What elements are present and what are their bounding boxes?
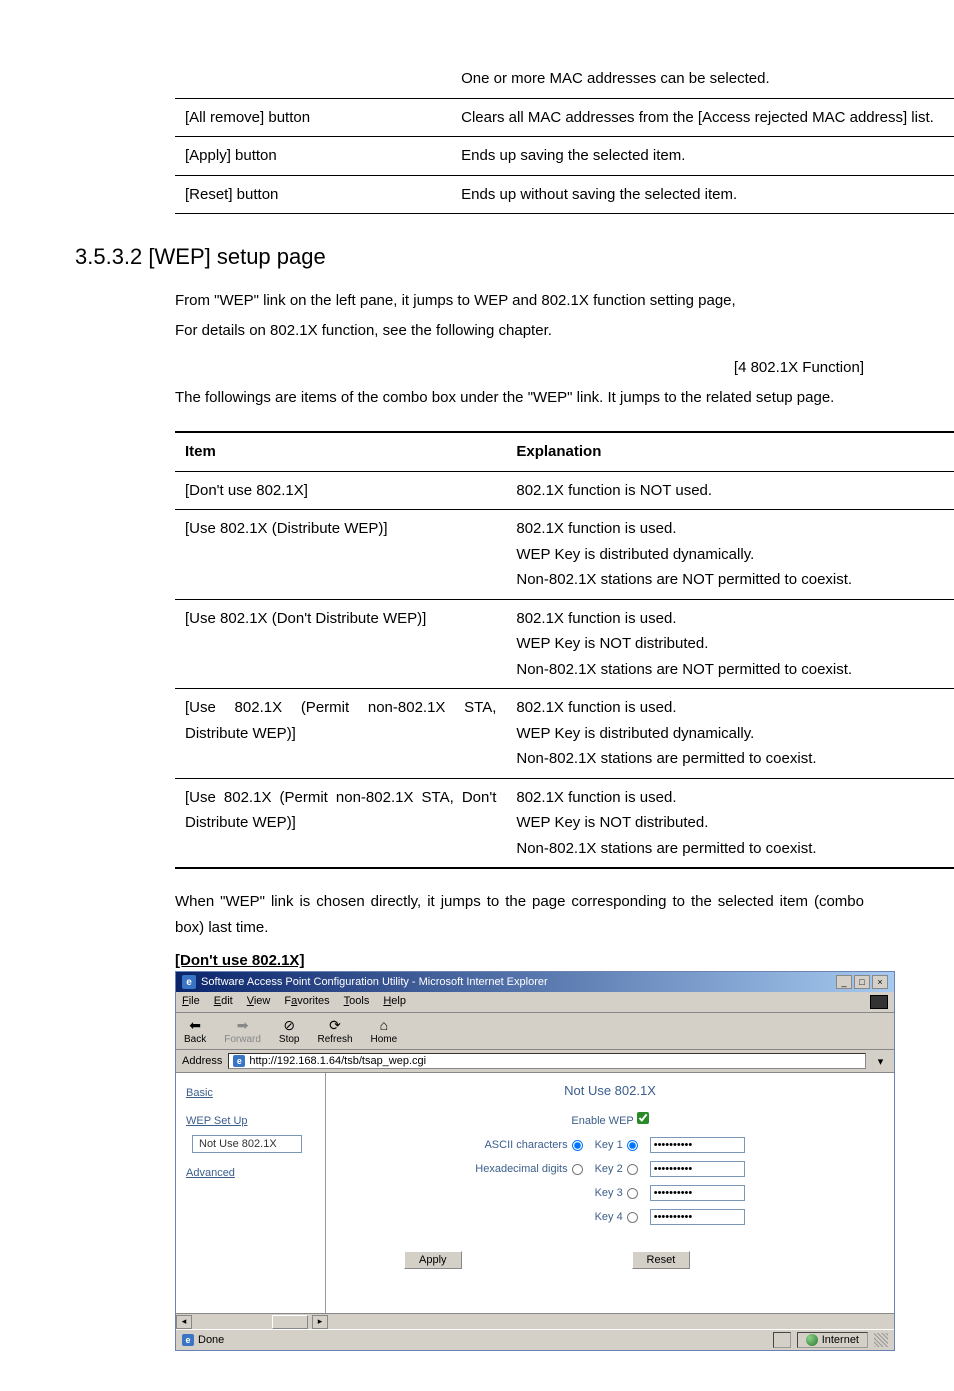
ie-title-text: Software Access Point Configuration Util… (201, 976, 548, 988)
ie-menubar: File Edit View Favorites Tools Help (176, 992, 894, 1013)
main-title: Not Use 802.1X (356, 1083, 864, 1098)
back-arrow-icon: ⬅ (185, 1017, 205, 1033)
enable-wep-checkbox[interactable] (637, 1112, 649, 1124)
key2-radio[interactable] (627, 1164, 638, 1175)
key1-field[interactable] (650, 1137, 745, 1153)
scroll-left-icon[interactable]: ◂ (176, 1315, 192, 1329)
toptable-r3c0: [Reset] button (175, 175, 451, 214)
ie-main: Not Use 802.1X Enable WEP ASCII characte… (326, 1073, 894, 1313)
toptable-r1c0: [All remove] button (175, 98, 451, 137)
status-zone-box: Internet (797, 1332, 868, 1348)
ie-addressbar: Address e http://192.168.1.64/tsb/tsap_w… (176, 1050, 894, 1073)
forward-arrow-icon: ➡ (233, 1017, 253, 1033)
home-button[interactable]: ⌂Home (371, 1017, 398, 1045)
key3-label: Key 3 (595, 1187, 623, 1199)
address-dropdown-icon[interactable]: ▾ (872, 1055, 888, 1068)
reset-button[interactable]: Reset (632, 1251, 691, 1269)
status-done-text: Done (198, 1334, 224, 1346)
scroll-right-icon[interactable]: ▸ (312, 1315, 328, 1329)
ie-icon: e (182, 975, 196, 989)
ie-sidebar: Basic WEP Set Up Not Use 802.1X Advanced (176, 1073, 326, 1313)
address-text: http://192.168.1.64/tsb/tsap_wep.cgi (249, 1055, 426, 1067)
back-button[interactable]: ⬅Back (184, 1017, 206, 1045)
top-table: One or more MAC addresses can be selecte… (175, 60, 954, 214)
enable-wep-label: Enable WEP (571, 1115, 633, 1127)
tbl2-r0c1: 802.1X function is NOT used. (506, 471, 954, 510)
tbl2-r4c1: 802.1X function is used. WEP Key is NOT … (506, 778, 954, 868)
menu-favorites[interactable]: Favorites (284, 995, 329, 1009)
key1-radio[interactable] (627, 1140, 638, 1151)
ie-toolbar: ⬅Back ➡Forward ⊘Stop ⟳Refresh ⌂Home (176, 1013, 894, 1050)
key2-label: Key 2 (595, 1163, 623, 1175)
menu-tools[interactable]: Tools (344, 995, 370, 1009)
ie-titlebar: e Software Access Point Configuration Ut… (176, 972, 894, 992)
stop-icon: ⊘ (279, 1017, 299, 1033)
combo-table: Item Explanation [Don't use 802.1X] 802.… (175, 431, 954, 869)
forward-button[interactable]: ➡Forward (224, 1017, 261, 1045)
hex-label: Hexadecimal digits (475, 1163, 567, 1175)
reference-link: [4 802.1X Function] (175, 355, 864, 381)
intro-3: The followings are items of the combo bo… (175, 385, 864, 411)
key1-label: Key 1 (595, 1139, 623, 1151)
tbl2-r3c0: [Use 802.1X (Permit non-802.1X STA, Dist… (175, 689, 506, 779)
ie-statusbar: e Done Internet (176, 1329, 894, 1350)
refresh-button[interactable]: ⟳Refresh (318, 1017, 353, 1045)
toptable-r0c1: One or more MAC addresses can be selecte… (451, 60, 954, 98)
tbl2-r3c1: 802.1X function is used. WEP Key is dist… (506, 689, 954, 779)
resize-grip-icon[interactable] (874, 1333, 888, 1347)
key4-field[interactable] (650, 1209, 745, 1225)
menu-help[interactable]: Help (383, 995, 406, 1009)
hex-radio[interactable] (572, 1164, 583, 1175)
home-icon: ⌂ (374, 1017, 394, 1033)
tbl2-r4c0: [Use 802.1X (Permit non-802.1X STA, Don'… (175, 778, 506, 868)
key3-radio[interactable] (627, 1188, 638, 1199)
toptable-r3c1: Ends up without saving the selected item… (451, 175, 954, 214)
tbl2-head-exp: Explanation (506, 432, 954, 471)
address-input[interactable]: e http://192.168.1.64/tsb/tsap_wep.cgi (228, 1053, 866, 1069)
maximize-button[interactable]: □ (854, 975, 870, 989)
key4-label: Key 4 (595, 1211, 623, 1223)
menu-file[interactable]: File (182, 995, 200, 1009)
status-page-icon: e (182, 1334, 194, 1346)
sidebar-basic-link[interactable]: Basic (186, 1087, 315, 1099)
menu-edit[interactable]: Edit (214, 995, 233, 1009)
section-heading: 3.5.3.2 [WEP] setup page (75, 244, 864, 270)
toptable-r2c0: [Apply] button (175, 137, 451, 176)
stop-button[interactable]: ⊘Stop (279, 1017, 300, 1045)
sidebar-advanced-link[interactable]: Advanced (186, 1167, 315, 1179)
scroll-thumb[interactable] (272, 1315, 308, 1329)
apply-button[interactable]: Apply (404, 1251, 462, 1269)
minimize-button[interactable]: _ (836, 975, 852, 989)
ie-throbber-icon (870, 995, 888, 1009)
tbl2-r1c0: [Use 802.1X (Distribute WEP)] (175, 510, 506, 600)
menu-view[interactable]: View (247, 995, 271, 1009)
intro-1: From "WEP" link on the left pane, it jum… (175, 288, 864, 314)
tbl2-r1c1: 802.1X function is used. WEP Key is dist… (506, 510, 954, 600)
key4-radio[interactable] (627, 1212, 638, 1223)
ascii-radio[interactable] (572, 1140, 583, 1151)
tbl2-r2c0: [Use 802.1X (Don't Distribute WEP)] (175, 599, 506, 689)
refresh-icon: ⟳ (325, 1017, 345, 1033)
ascii-label: ASCII characters (484, 1139, 567, 1151)
toptable-r1c1: Clears all MAC addresses from the [Acces… (451, 98, 954, 137)
key3-field[interactable] (650, 1185, 745, 1201)
subsection-heading: [Don't use 802.1X] (175, 952, 864, 969)
toptable-r0c0 (175, 60, 451, 98)
key2-field[interactable] (650, 1161, 745, 1177)
tbl2-r0c0: [Don't use 802.1X] (175, 471, 506, 510)
sidebar-wep-combo[interactable]: Not Use 802.1X (192, 1135, 302, 1153)
toptable-r2c1: Ends up saving the selected item. (451, 137, 954, 176)
close-button[interactable]: × (872, 975, 888, 989)
tbl2-head-item: Item (175, 432, 506, 471)
intro-2: For details on 802.1X function, see the … (175, 318, 864, 344)
ie-window: e Software Access Point Configuration Ut… (175, 971, 895, 1351)
ie-hscrollbar[interactable]: ◂ ▸ (176, 1313, 894, 1329)
status-empty-box (773, 1332, 791, 1348)
tbl2-r2c1: 802.1X function is used. WEP Key is NOT … (506, 599, 954, 689)
address-label: Address (182, 1055, 222, 1067)
sidebar-wep-link[interactable]: WEP Set Up (186, 1115, 315, 1127)
after-table-text: When "WEP" link is chosen directly, it j… (175, 889, 864, 940)
internet-zone-icon (806, 1334, 818, 1346)
page-icon: e (233, 1055, 245, 1067)
